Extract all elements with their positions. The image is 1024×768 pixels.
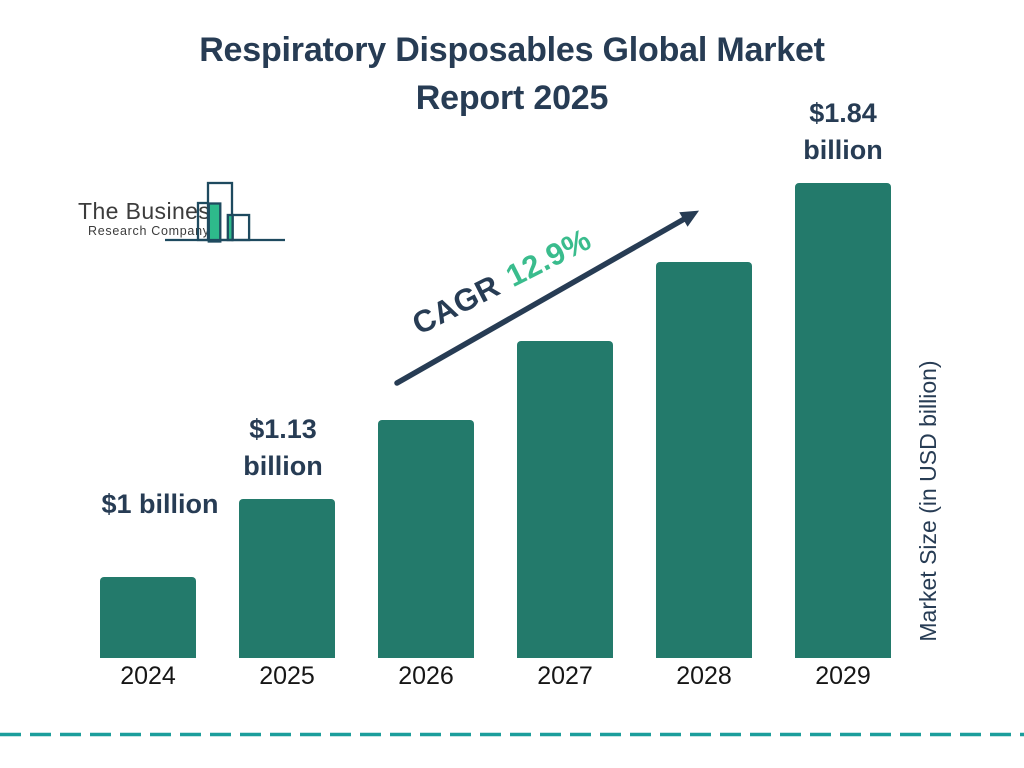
bar-2029 [795, 183, 891, 658]
cagr-value: 12.9% [500, 221, 597, 294]
bar-2028 [656, 262, 752, 658]
logo-bars-icon [165, 181, 285, 243]
page-title: Respiratory Disposables Global Market Re… [0, 26, 1024, 122]
title-line-1: Respiratory Disposables Global Market [199, 31, 825, 69]
x-label-2024: 2024 [120, 662, 176, 690]
value-label-2029: $1.84 billion [803, 98, 883, 165]
bar-2025 [239, 499, 335, 658]
cagr-annotation: CAGR12.9% [406, 222, 597, 343]
x-label-2029: 2029 [815, 662, 871, 690]
x-label-2025: 2025 [259, 662, 315, 690]
y-axis-label: Market Size (in USD billion) [915, 360, 941, 642]
logo-company-subname: Research Company [88, 224, 210, 238]
title-line-2: Report 2025 [415, 79, 609, 117]
x-label-2027: 2027 [537, 662, 593, 690]
cagr-label: CAGR [406, 268, 506, 342]
x-label-2026: 2026 [398, 662, 454, 690]
value-label-2025: $1.13 billion [243, 414, 323, 481]
bar-2027 [517, 341, 613, 658]
value-label-2024: $1 billion [101, 489, 219, 519]
bar-2026 [378, 420, 474, 658]
bar-2024 [100, 577, 196, 658]
x-label-2028: 2028 [676, 662, 732, 690]
